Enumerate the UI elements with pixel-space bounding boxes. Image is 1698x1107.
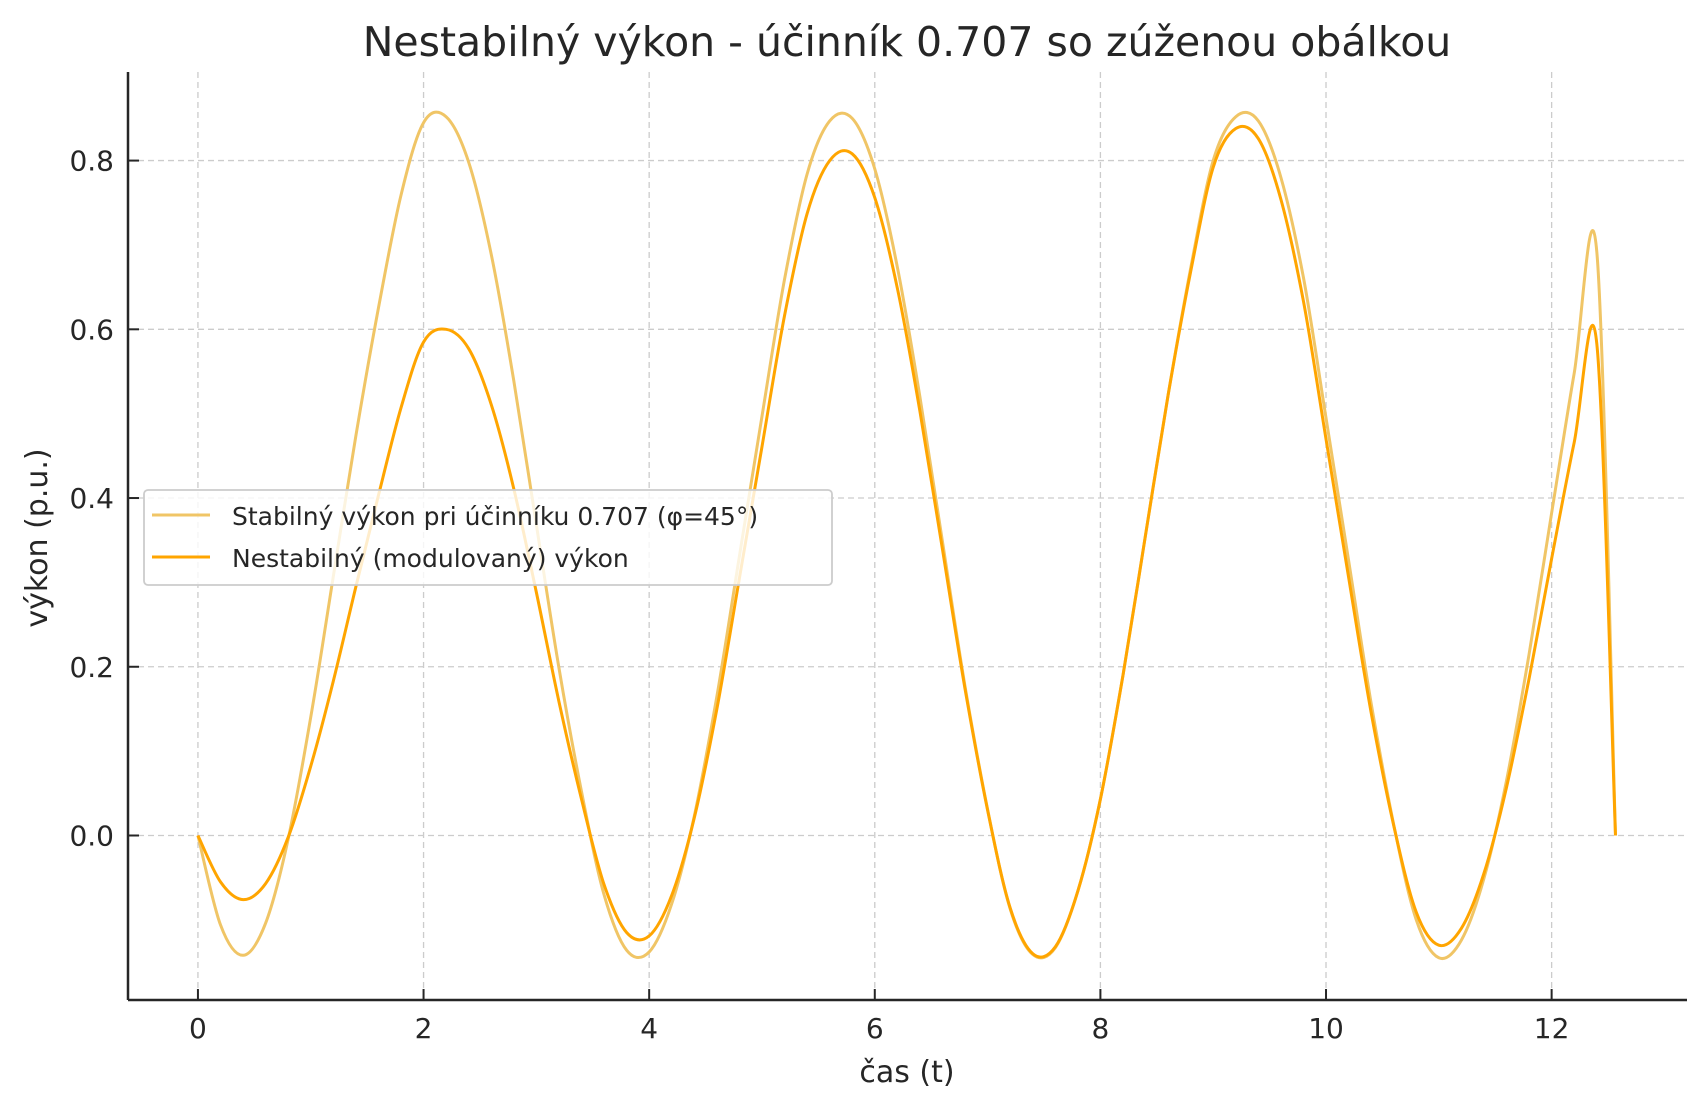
stable-power-line xyxy=(196,110,1617,961)
y-axis-ticks: 0.0 0.2 0.4 0.6 0.8 xyxy=(69,145,139,852)
legend-label-modulated: Nestabilný (modulovaný) výkon xyxy=(232,544,629,573)
x-axis-ticks: 0 2 4 6 8 10 12 xyxy=(189,989,1569,1045)
legend: Stabilný výkon pri účinníku 0.707 (φ=45°… xyxy=(143,489,833,586)
y-tick-label: 0.8 xyxy=(69,145,114,178)
legend-label-stable: Stabilný výkon pri účinníku 0.707 (φ=45°… xyxy=(232,502,758,531)
y-axis-label: výkon (p.u.) xyxy=(20,448,55,627)
y-tick-label: 0.6 xyxy=(69,313,114,346)
legend-frame xyxy=(143,489,833,586)
x-tick-label: 10 xyxy=(1308,1012,1344,1045)
chart-title: Nestabilný výkon - účinník 0.707 so zúže… xyxy=(363,18,1452,66)
y-tick-label: 0.4 xyxy=(69,482,114,515)
x-tick-label: 6 xyxy=(866,1012,884,1045)
modulated-power-line xyxy=(196,124,1617,959)
axes xyxy=(126,72,1687,1002)
x-tick-label: 2 xyxy=(415,1012,433,1045)
x-tick-label: 0 xyxy=(189,1012,207,1045)
x-tick-label: 4 xyxy=(640,1012,658,1045)
y-tick-label: 0.2 xyxy=(69,651,114,684)
x-axis-label: čas (t) xyxy=(859,1055,954,1090)
y-tick-label: 0.0 xyxy=(69,819,114,852)
x-tick-label: 8 xyxy=(1091,1012,1109,1045)
x-tick-label: 12 xyxy=(1534,1012,1570,1045)
series-layer xyxy=(196,110,1617,961)
